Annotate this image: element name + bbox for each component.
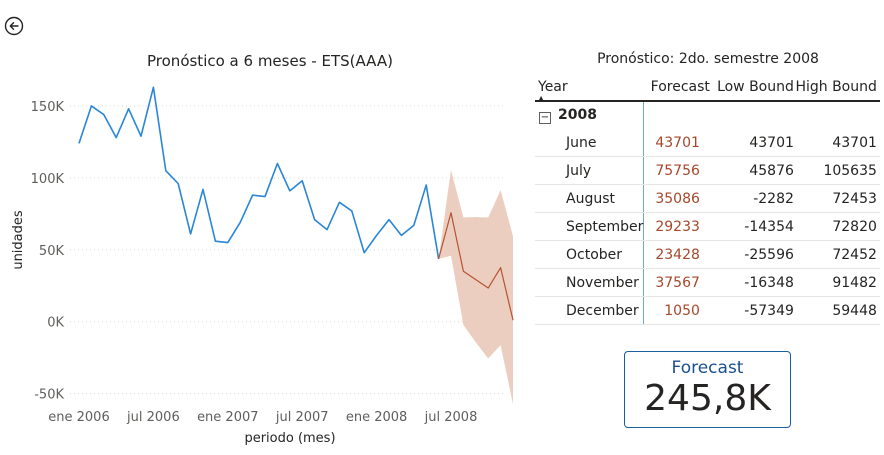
- table-row: October 23428 -25596 72452: [535, 240, 880, 269]
- high-bound-cell: 72453: [793, 184, 880, 213]
- column-header-year[interactable]: Year ▲: [538, 79, 568, 103]
- month-cell: September: [535, 212, 645, 241]
- table-row: August 35086 -2282 72453: [535, 184, 880, 213]
- low-bound-cell: 45876: [709, 156, 794, 185]
- high-bound-cell: 105635: [793, 156, 880, 185]
- table-row: September 29233 -14354 72820: [535, 212, 880, 241]
- table-row: November 37567 -16348 91482: [535, 268, 880, 297]
- x-tick-label: ene 2008: [346, 410, 407, 425]
- actual-series-line: [78, 86, 440, 259]
- gridlines: [70, 105, 503, 395]
- column-header-forecast[interactable]: Forecast: [650, 79, 710, 95]
- back-arrow-icon[interactable]: [4, 16, 24, 36]
- table-title: Pronóstico: 2do. semestre 2008: [597, 51, 819, 67]
- chart-title: Pronóstico a 6 meses - ETS(AAA): [147, 52, 393, 70]
- y-tick-label: 100K: [31, 172, 65, 187]
- high-bound-cell: 59448: [793, 296, 880, 325]
- month-cell: July: [535, 156, 645, 185]
- forecast-table: Year ▲ Forecast Low Bound High Bound −20…: [535, 74, 880, 325]
- forecast-series-line: [438, 212, 514, 321]
- high-bound-cell: 43701: [793, 129, 880, 157]
- low-bound-cell: -57349: [709, 296, 794, 325]
- card-value: 245,8K: [644, 378, 771, 419]
- high-bound-cell: 91482: [793, 268, 880, 297]
- sort-ascending-icon: ▲: [538, 94, 545, 103]
- table-row: July 75756 45876 105635: [535, 156, 880, 185]
- low-bound-cell: -2282: [709, 184, 794, 213]
- low-bound-cell: -14354: [709, 212, 794, 241]
- y-tick-label: 150K: [31, 100, 65, 115]
- x-tick-label: jul 2006: [126, 410, 180, 425]
- high-bound-cell: 72820: [793, 212, 880, 241]
- forecast-cell: 43701: [643, 129, 710, 157]
- group-label: 2008: [558, 107, 597, 123]
- low-bound-cell: 43701: [709, 129, 794, 157]
- table-row: June 43701 43701 43701: [535, 129, 880, 157]
- forecast-total-card: Forecast 245,8K: [624, 351, 791, 428]
- y-tick-label: 50K: [39, 244, 65, 259]
- x-tick-label: ene 2007: [197, 410, 258, 425]
- month-cell: October: [535, 240, 645, 269]
- month-cell: August: [535, 184, 645, 213]
- low-bound-cell: -16348: [709, 268, 794, 297]
- confidence-band: [438, 169, 513, 405]
- axis-ticks: -50K 0K 50K 100K 150K ene 2006 jul 2006 ene 200…: [31, 100, 478, 425]
- forecast-cell: 29233: [643, 212, 710, 241]
- month-cell: November: [535, 268, 645, 297]
- forecast-cell: 1050: [643, 296, 710, 325]
- forecast-cell: 23428: [643, 240, 710, 269]
- column-header-low-bound[interactable]: Low Bound: [717, 79, 794, 95]
- low-bound-cell: -25596: [709, 240, 794, 269]
- forecast-confidence-band: [438, 169, 513, 405]
- y-axis-label: unidades: [11, 210, 26, 270]
- forecast-cell: 37567: [643, 268, 710, 297]
- x-tick-label: ene 2006: [48, 410, 109, 425]
- month-cell: June: [535, 129, 645, 157]
- y-tick-label: -50K: [34, 388, 64, 403]
- forecast-cell: 75756: [643, 156, 710, 185]
- x-tick-label: jul 2008: [424, 410, 478, 425]
- column-header-high-bound[interactable]: High Bound: [795, 79, 877, 95]
- table-group-row: −2008: [535, 101, 880, 129]
- forecast-cell: 35086: [643, 184, 710, 213]
- y-tick-label: 0K: [47, 316, 64, 331]
- x-axis-label: periodo (mes): [244, 431, 335, 446]
- series-lines: [78, 86, 514, 321]
- table-row: December 1050 -57349 59448: [535, 296, 880, 325]
- month-cell: December: [535, 296, 645, 325]
- forecast-line-chart[interactable]: -50K 0K 50K 100K 150K ene 2006 jul 2006 ene 200…: [0, 0, 520, 455]
- card-label: Forecast: [671, 358, 744, 378]
- collapse-icon[interactable]: −: [539, 112, 551, 124]
- high-bound-cell: 72452: [793, 240, 880, 269]
- x-tick-label: jul 2007: [275, 410, 329, 425]
